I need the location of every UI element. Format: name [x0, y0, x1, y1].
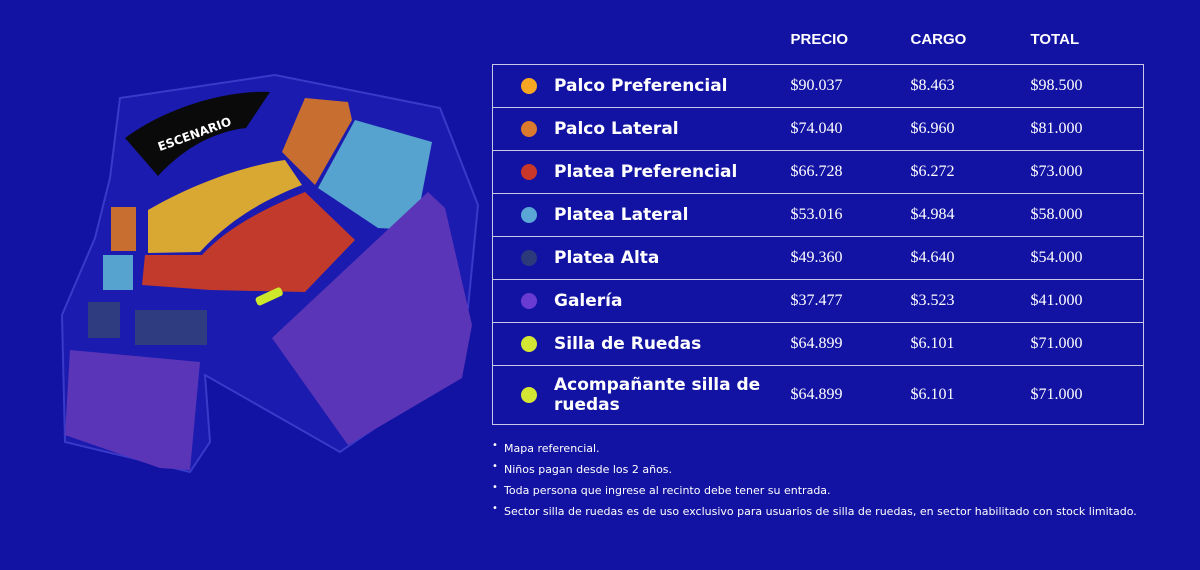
price-row: Platea Lateral $53.016 $4.984 $58.000 [492, 192, 1144, 237]
cell-total: $41.000 [1030, 278, 1144, 323]
cell-total: $81.000 [1030, 106, 1144, 151]
zone-cell: Platea Lateral [492, 192, 791, 237]
zone-cell-content: Galería [493, 291, 791, 311]
note-item: Toda persona que ingrese al recinto debe… [492, 480, 1182, 504]
cell-total: $71.000 [1030, 321, 1144, 366]
zone-color-dot [521, 163, 537, 180]
price-table: PRECIO CARGO TOTAL Palco Preferencial $90… [492, 25, 1144, 425]
zone-cell: Palco Lateral [492, 106, 791, 151]
zone-name: Silla de Ruedas [554, 333, 702, 354]
price-table-container: PRECIO CARGO TOTAL Palco Preferencial $90… [492, 25, 1144, 425]
cell-precio: $66.728 [790, 149, 911, 194]
zone-platea-lateral-left[interactable] [103, 255, 133, 290]
cell-total: $71.000 [1030, 364, 1144, 425]
note-item: Mapa referencial. [492, 438, 1182, 462]
cell-precio: $74.040 [790, 106, 911, 151]
cell-cargo: $6.272 [910, 149, 1031, 194]
cell-cargo: $3.523 [910, 278, 1031, 323]
zone-platea-lateral-right[interactable] [318, 120, 432, 230]
zone-cell-content: Silla de Ruedas [493, 334, 791, 354]
zone-name: Platea Alta [554, 247, 660, 268]
note-item: Sector silla de ruedas es de uso exclusi… [492, 501, 1182, 525]
zone-color-dot [521, 249, 537, 266]
zone-palco-lateral-left[interactable] [111, 207, 136, 251]
cell-cargo: $4.984 [910, 192, 1031, 237]
cell-cargo: $8.463 [910, 63, 1031, 108]
zone-cell-content: Platea Lateral [493, 205, 791, 225]
zone-cell-content: Palco Preferencial [493, 76, 791, 96]
price-row: Acompañante silla de ruedas $64.899 $6.101… [492, 364, 1144, 425]
zone-name: Palco Preferencial [554, 75, 728, 96]
zone-color-dot [521, 292, 537, 309]
cell-precio: $90.037 [790, 63, 911, 108]
price-table-header: PRECIO CARGO TOTAL [493, 25, 1144, 64]
zone-cell-content: Palco Lateral [493, 119, 791, 139]
zone-cell-content: Platea Preferencial [493, 162, 791, 182]
zone-name: Acompañante silla de ruedas [554, 374, 761, 415]
cell-precio: $37.477 [790, 278, 911, 323]
zone-cell-content: Acompañante silla de ruedas [493, 375, 791, 415]
price-row: Palco Preferencial $90.037 $8.463 $98.500 [492, 63, 1144, 108]
cell-cargo: $6.101 [910, 364, 1031, 425]
zone-cell: Palco Preferencial [492, 63, 791, 108]
cell-total: $54.000 [1030, 235, 1144, 280]
cell-cargo: $6.101 [910, 321, 1031, 366]
zone-cell: Silla de Ruedas [492, 321, 791, 366]
zone-cell: Acompañante silla de ruedas [492, 364, 791, 425]
header-precio: PRECIO [790, 31, 849, 48]
cell-total: $73.000 [1030, 149, 1144, 194]
cell-total: $98.500 [1030, 63, 1144, 108]
price-row: Platea Alta $49.360 $4.640 $54.000 [492, 235, 1144, 280]
header-cargo: CARGO [910, 31, 967, 48]
zone-color-dot [521, 386, 537, 403]
cell-precio: $53.016 [790, 192, 911, 237]
zone-palco-lateral-right[interactable] [282, 98, 352, 185]
zone-galeria-right[interactable] [272, 192, 472, 445]
price-row: Platea Preferencial $66.728 $6.272 $73.000 [492, 149, 1144, 194]
cell-precio: $64.899 [790, 364, 911, 425]
zone-name: Palco Lateral [554, 118, 679, 139]
seating-map: ESCENARIO [50, 70, 490, 490]
zone-color-dot [521, 335, 537, 352]
zone-name: Galería [554, 290, 623, 311]
zone-name: Platea Lateral [554, 204, 689, 225]
cell-precio: $49.360 [790, 235, 911, 280]
zone-galeria-left[interactable] [65, 350, 200, 470]
header-total: TOTAL [1030, 31, 1080, 48]
zone-palco-preferencial[interactable] [148, 160, 302, 253]
zone-cell: Platea Alta [492, 235, 791, 280]
zone-cell: Galería [492, 278, 791, 323]
price-row: Silla de Ruedas $64.899 $6.101 $71.000 [492, 321, 1144, 366]
header-zone [493, 25, 791, 64]
price-row: Galería $37.477 $3.523 $41.000 [492, 278, 1144, 323]
zone-color-dot [521, 120, 537, 137]
zone-cell-content: Platea Alta [493, 248, 791, 268]
price-row: Palco Lateral $74.040 $6.960 $81.000 [492, 106, 1144, 151]
cell-cargo: $6.960 [910, 106, 1031, 151]
zone-color-dot [521, 206, 537, 223]
cell-cargo: $4.640 [910, 235, 1031, 280]
zone-color-dot [521, 77, 537, 94]
stage[interactable] [125, 91, 270, 176]
zone-platea-alta-left[interactable] [88, 302, 120, 338]
cell-precio: $64.899 [790, 321, 911, 366]
cell-total: $58.000 [1030, 192, 1144, 237]
zone-platea-alta-right[interactable] [135, 310, 207, 345]
zone-cell: Platea Preferencial [492, 149, 791, 194]
note-item: Niños pagan desde los 2 años. [492, 459, 1182, 483]
seating-map-svg: ESCENARIO [60, 73, 480, 474]
zone-name: Platea Preferencial [554, 161, 738, 182]
notes-list: Mapa referencial.Niños pagan desde los 2… [492, 438, 1182, 525]
zone-silla-de-ruedas[interactable] [255, 286, 284, 306]
zone-platea-preferencial[interactable] [142, 192, 355, 292]
